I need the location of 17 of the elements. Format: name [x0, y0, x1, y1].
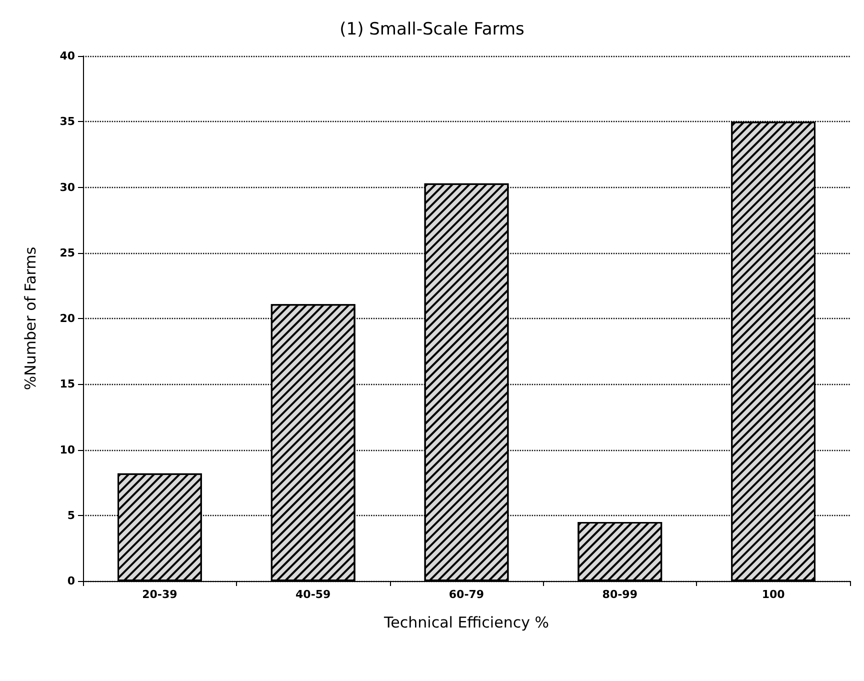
y-tick-label: 0 [67, 574, 76, 588]
y-tick-label: 25 [60, 246, 75, 260]
x-axis-title: Technical Efficiency % [383, 614, 549, 632]
x-tick-label: 60-79 [448, 588, 484, 601]
x-tick-label: 100 [762, 588, 786, 601]
x-tick-label: 80-99 [602, 588, 638, 601]
chart-title: (1) Small-Scale Farms [340, 20, 524, 40]
x-tick-label: 20-39 [142, 588, 178, 601]
y-axis-title: %Number of Farms [22, 246, 40, 390]
y-tick-label: 20 [60, 312, 76, 325]
y-tick-label: 40 [60, 50, 76, 62]
y-tick-label: 35 [60, 115, 75, 128]
y-tick-label: 30 [60, 180, 76, 194]
y-tick-label: 5 [67, 508, 75, 522]
y-tick-label: 10 [60, 443, 76, 456]
y-tick-label: 15 [60, 378, 75, 391]
x-tick-label: 40-59 [296, 588, 331, 601]
